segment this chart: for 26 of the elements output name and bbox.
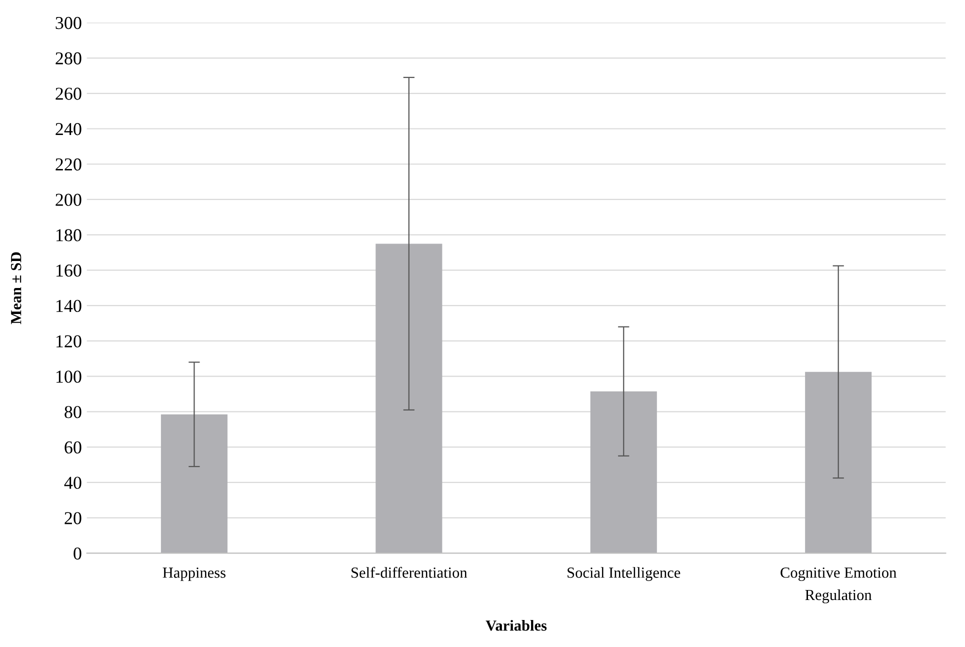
bar <box>590 391 657 554</box>
y-tick-label: 280 <box>56 52 82 64</box>
y-tick-label: 40 <box>64 476 82 489</box>
y-tick-label: 60 <box>64 441 82 454</box>
x-tick-label: Social Intelligence <box>568 567 680 581</box>
y-tick-label: 220 <box>56 158 82 171</box>
y-tick-label: 120 <box>56 335 82 348</box>
x-tick-label: Cognitive Emotion Regulation <box>780 568 896 604</box>
x-tick-label: Self-differentiation <box>352 566 468 578</box>
y-tick-label: 300 <box>56 16 82 30</box>
y-tick-label: 80 <box>64 406 82 418</box>
y-tick-label: 200 <box>56 194 82 206</box>
bar <box>805 372 872 554</box>
y-tick-label: 20 <box>64 512 82 524</box>
y-tick-label: 260 <box>56 88 82 100</box>
y-tick-label: 0 <box>74 547 82 560</box>
y-axis-title: Mean ± SD <box>10 252 22 324</box>
y-tick-label: 140 <box>56 300 82 312</box>
y-tick-label: 100 <box>56 370 82 383</box>
bar <box>160 414 228 554</box>
bar <box>376 244 442 554</box>
x-axis-title: Variables <box>486 620 547 631</box>
x-tick-label: Happiness <box>162 568 226 581</box>
y-tick-label: 180 <box>56 229 82 242</box>
y-tick-label: 160 <box>56 264 82 277</box>
y-tick-label: 240 <box>56 123 82 136</box>
